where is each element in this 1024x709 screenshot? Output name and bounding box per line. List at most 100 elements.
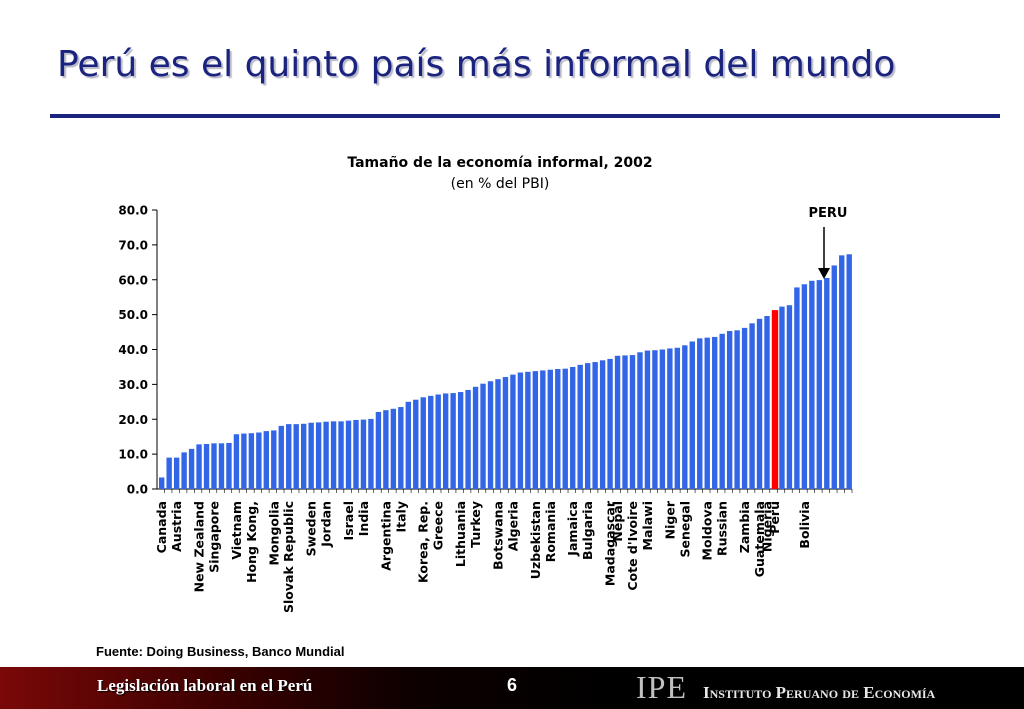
bar xyxy=(667,348,673,489)
x-tick-label: Malawi xyxy=(640,501,655,550)
footer-section-title: Legislación laboral en el Perú xyxy=(97,676,313,695)
bar xyxy=(562,368,568,489)
bar xyxy=(831,265,837,489)
bar xyxy=(263,431,270,489)
bar xyxy=(353,419,359,489)
bar xyxy=(682,345,688,489)
bar xyxy=(315,422,322,489)
x-tick-label: Botswana xyxy=(490,501,505,570)
chart-title: Tamaño de la economía informal, 2002 xyxy=(347,155,652,171)
x-tick-label: Moldova xyxy=(700,501,715,560)
x-tick-label: Peru xyxy=(767,501,782,534)
bar xyxy=(570,366,576,489)
x-tick-label: Italy xyxy=(393,501,408,533)
bar xyxy=(256,432,262,489)
bar xyxy=(689,341,695,489)
bar xyxy=(697,338,703,489)
peru-annotation-label: PERU xyxy=(809,206,848,221)
bar xyxy=(674,347,681,489)
bar xyxy=(592,362,598,489)
x-tick-label: Slovak Republic xyxy=(281,501,296,613)
x-tick-label: Greece xyxy=(431,501,446,550)
x-tick-label: Zambia xyxy=(737,501,752,553)
bar xyxy=(442,393,449,489)
bar xyxy=(390,408,397,489)
page-number: 6 xyxy=(506,675,517,695)
bar xyxy=(241,433,247,489)
x-tick-label: Niger xyxy=(662,500,677,539)
bar xyxy=(659,349,666,489)
chart-subtitle: (en % del PBI) xyxy=(451,176,550,192)
x-tick-label: Canada xyxy=(154,501,169,553)
bar xyxy=(502,377,509,489)
bar xyxy=(271,430,277,489)
bar xyxy=(525,371,531,489)
bar xyxy=(637,352,643,489)
bar xyxy=(360,419,367,489)
bar xyxy=(173,457,180,489)
x-tick-label: Romania xyxy=(543,501,558,562)
bar xyxy=(816,280,823,489)
x-tick-label: Turkey xyxy=(468,501,483,548)
x-tick-label: Nepal xyxy=(610,501,625,542)
bar xyxy=(712,336,718,489)
bar xyxy=(517,372,524,489)
bar xyxy=(809,280,815,489)
bar xyxy=(420,397,426,489)
x-tick-label: Mongolia xyxy=(266,501,281,565)
x-tick-label: Jamaica xyxy=(565,501,580,557)
y-tick-label: 0.0 xyxy=(127,483,148,497)
bar xyxy=(435,394,441,489)
bar xyxy=(345,420,352,489)
bar xyxy=(457,392,464,489)
bar xyxy=(450,393,456,489)
bar xyxy=(413,399,419,489)
bar xyxy=(726,331,733,489)
bar xyxy=(480,383,486,489)
bar xyxy=(652,350,658,489)
x-tick-label: Madagascar xyxy=(603,500,618,586)
x-tick-label: Hong Kong, xyxy=(244,501,259,583)
bar xyxy=(188,448,195,489)
x-tick-label: Algeria xyxy=(505,501,520,551)
x-tick-label: Lithuania xyxy=(453,501,468,567)
y-tick-label: 10.0 xyxy=(118,448,148,462)
bar xyxy=(323,421,329,489)
bar xyxy=(555,369,561,489)
bar xyxy=(398,407,404,489)
bar xyxy=(166,457,172,489)
institute-name: Instituto Peruano de Economía xyxy=(703,683,936,702)
bar xyxy=(599,360,606,489)
bar xyxy=(614,355,621,489)
bar xyxy=(338,421,344,489)
bar xyxy=(293,424,299,489)
y-tick-label: 60.0 xyxy=(118,273,148,287)
bar xyxy=(286,424,292,489)
bar xyxy=(704,337,710,489)
bar xyxy=(779,306,785,489)
bar xyxy=(330,421,337,489)
bar xyxy=(278,425,284,489)
bar xyxy=(383,410,389,489)
bar xyxy=(547,369,553,489)
slide-title: Perú es el quinto país más informal del … xyxy=(57,44,896,85)
bar xyxy=(824,278,830,489)
bar xyxy=(159,477,165,489)
x-tick-label: Argentina xyxy=(378,501,393,571)
ipe-logo: IPE xyxy=(636,669,687,705)
bar xyxy=(248,433,255,489)
x-tick-label: Senegal xyxy=(677,501,692,558)
bar xyxy=(734,330,740,489)
bar xyxy=(300,423,307,489)
footer-bar xyxy=(0,667,1024,709)
bar xyxy=(584,363,591,489)
bar xyxy=(644,350,651,489)
bar xyxy=(794,287,800,489)
x-axis-labels: Canada Austria New Zealand Singapore Vietnam… xyxy=(154,500,812,613)
bar xyxy=(801,284,808,489)
bars xyxy=(159,254,853,493)
bar xyxy=(226,442,232,489)
bar xyxy=(181,452,187,489)
bar xyxy=(465,389,471,489)
peru-annotation: PERU xyxy=(809,206,848,279)
